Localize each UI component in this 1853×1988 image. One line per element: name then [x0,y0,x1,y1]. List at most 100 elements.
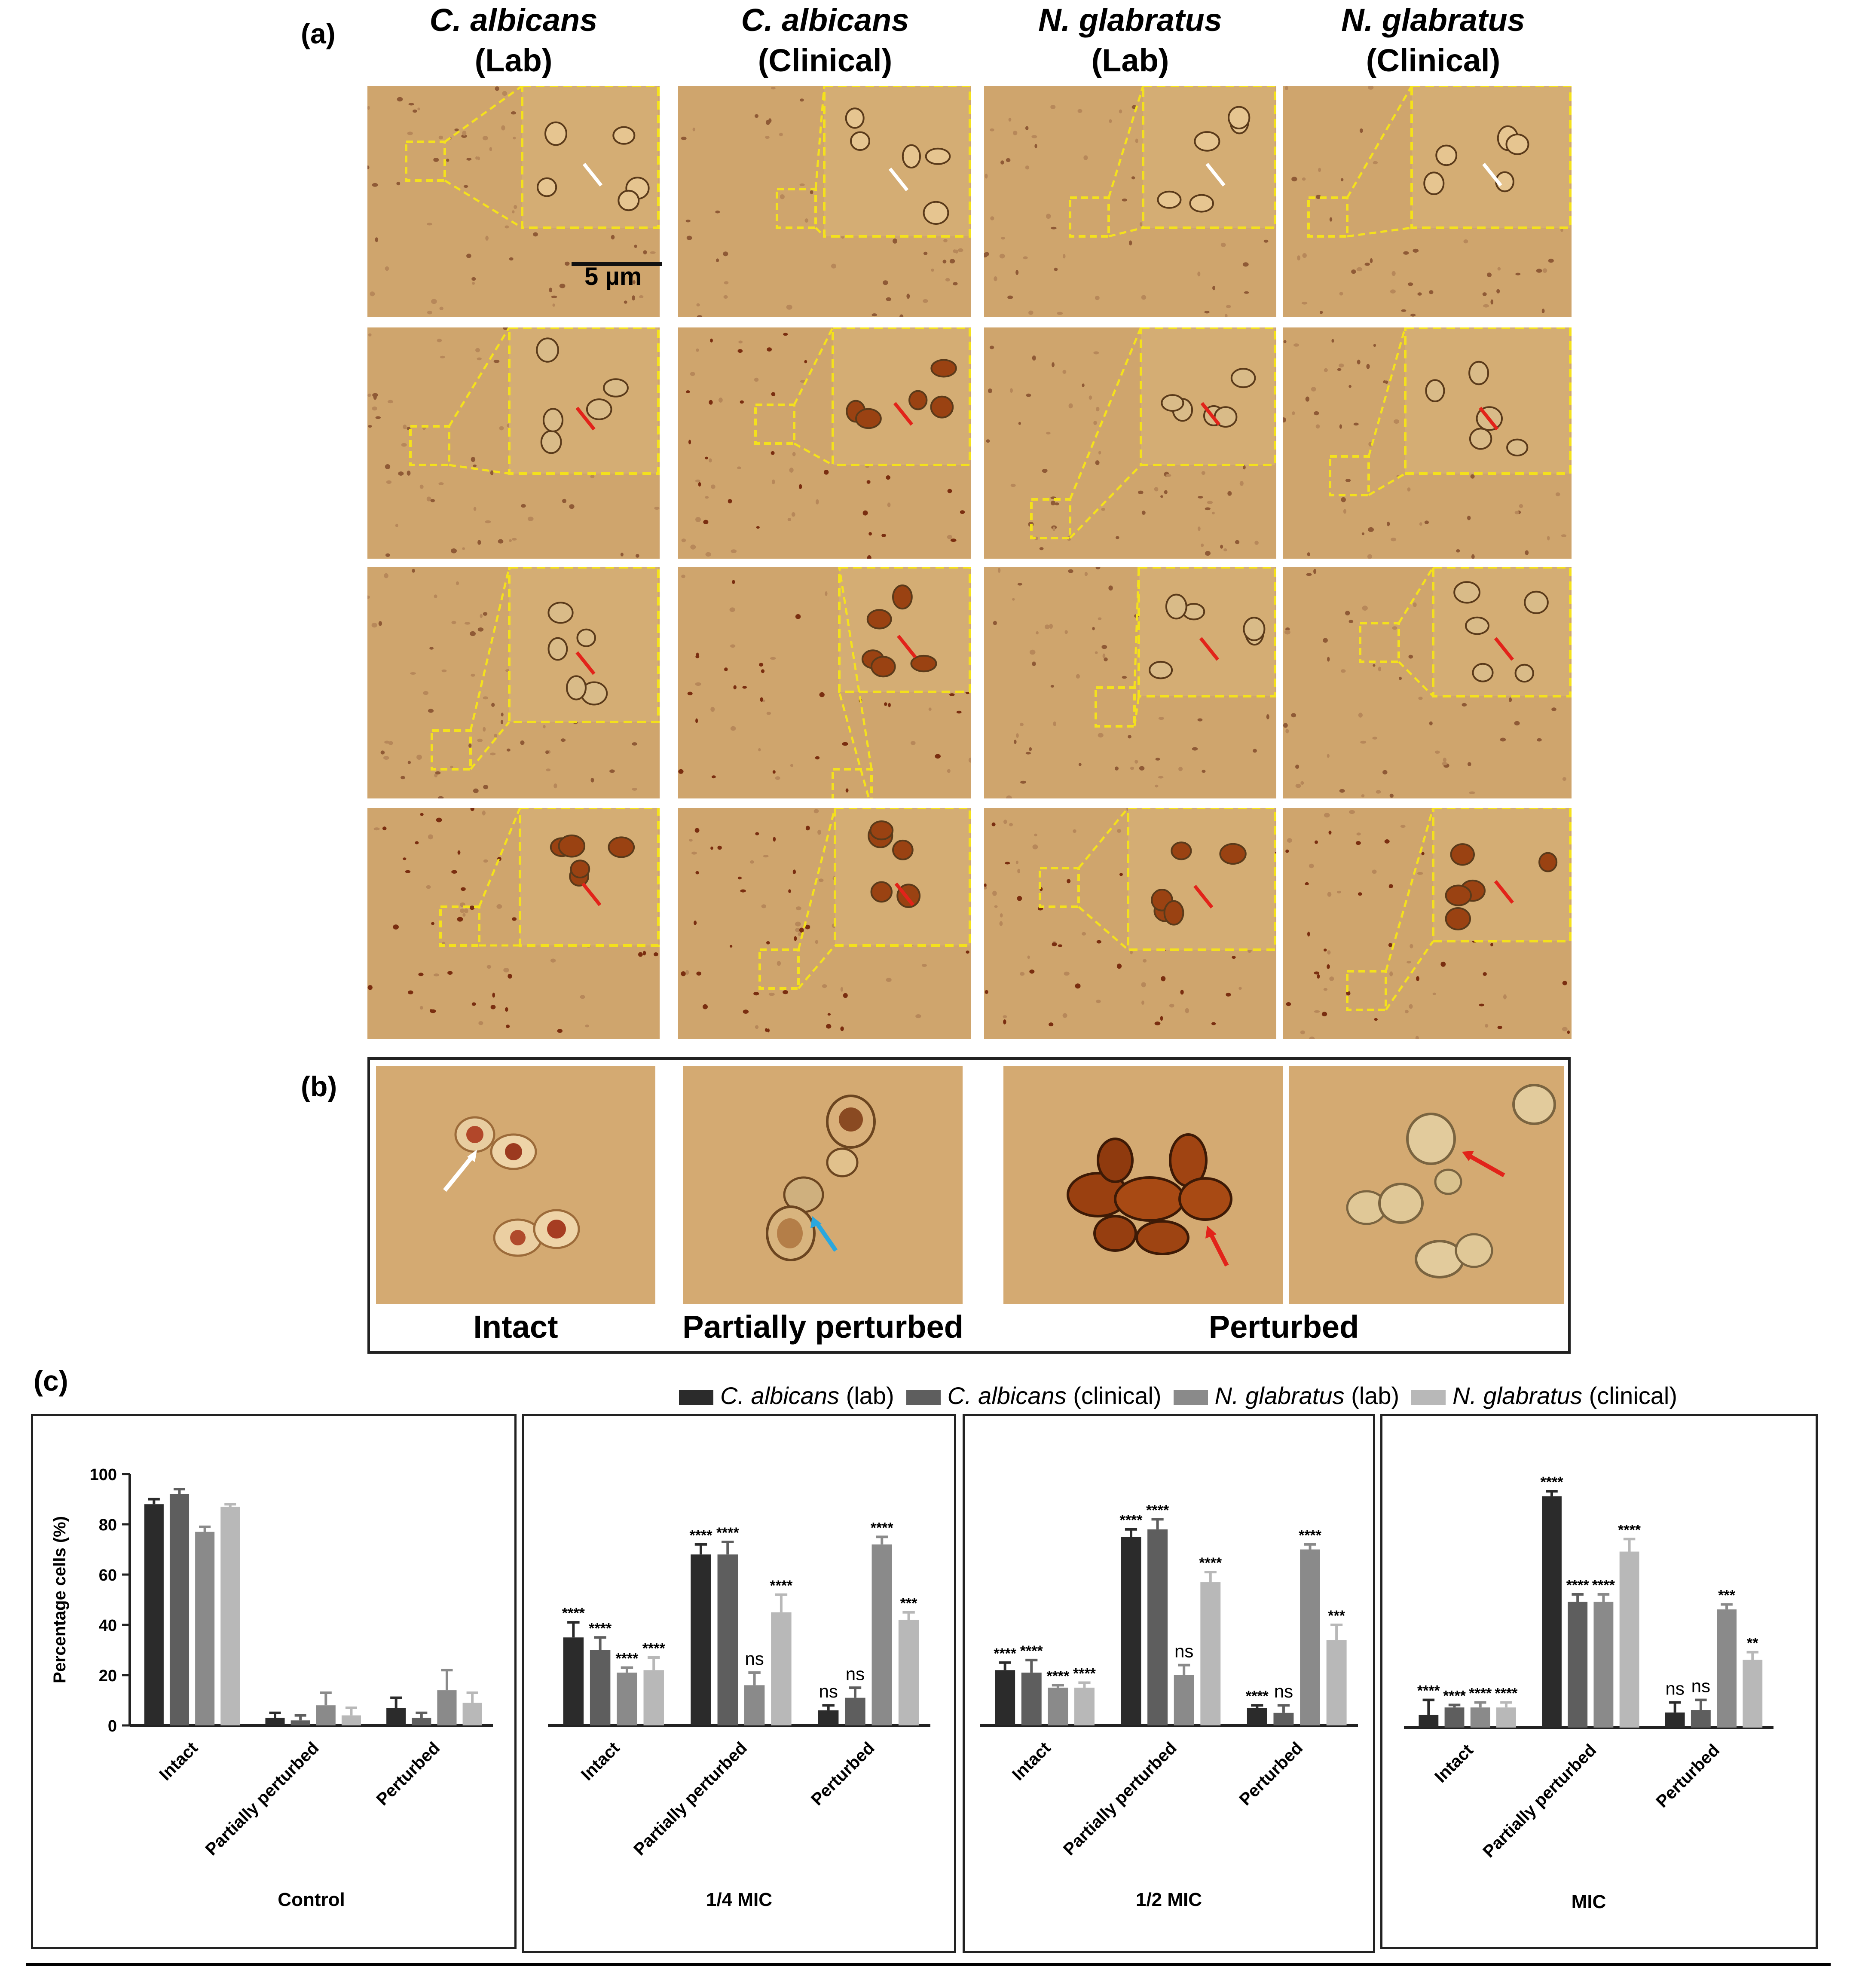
cell-dot [883,280,888,285]
cell-dot [985,174,988,179]
cell-dot [997,568,1001,573]
cell-dot [496,904,502,909]
cell-dot [681,136,687,141]
inset-cell [892,839,914,860]
micrograph-illustration [681,808,971,1033]
cell-dot [729,945,733,948]
cell-dot [428,709,434,713]
panel-b-label: (b) [301,1070,337,1102]
cell-dot [1051,226,1057,229]
significance-label: *** [900,1595,917,1612]
cell-dot [1185,1008,1189,1013]
bar [818,1710,839,1725]
cell-dot [501,713,504,717]
cell-dot [1525,550,1529,555]
cell-dot [1327,754,1330,758]
column-header-ca-clinical: C. albicans (Clinical) [679,0,971,81]
cell-dot [427,223,432,226]
cell-dot [506,748,511,752]
bar [643,1670,664,1725]
cell-dot [730,644,736,648]
cell-dot [483,859,488,863]
zoom-inset [832,327,971,466]
cell-dot [1368,527,1374,532]
cell-dot [1205,507,1211,511]
cell-dot [1470,474,1475,479]
bar [1074,1688,1095,1725]
cell-dot [824,470,829,475]
cell-dot [1034,833,1037,837]
cell-dot [1409,1004,1413,1009]
cell-dot [1485,1024,1489,1028]
bar [290,1720,310,1725]
cell-dot [783,990,789,994]
cell-dot [1324,813,1330,818]
cell-dot [482,810,486,816]
cell-dot [1052,362,1055,367]
cell-dot [1154,487,1159,492]
cell-dot [1357,359,1361,364]
cell-dot [1291,177,1297,182]
cell-dot [994,905,998,908]
cell-dot [1039,547,1044,551]
cell-dot [794,936,797,941]
inset-cell [566,675,587,700]
cell-dot [431,922,434,925]
cell-dot [817,829,821,835]
cell-dot [1050,105,1056,109]
cell-dot [611,235,615,240]
cell-dot [552,303,555,307]
cell-dot [639,295,644,298]
zoom-connector [793,327,834,406]
cell-dot [469,905,475,910]
cell-dot [1083,155,1088,160]
cell-dot [1407,960,1411,963]
cell-dot [1285,86,1288,90]
cell-dot [881,534,886,537]
inset-cell [1425,379,1445,402]
category-label: Partially perturbed [1060,1738,1180,1859]
cell-dot [770,657,776,660]
cell-dot [813,809,819,814]
cell-dot [740,889,746,893]
significance-label: **** [562,1605,585,1621]
panel-a-label: (a) [301,18,336,49]
cell-dot [385,553,390,557]
cell-dot [438,135,443,140]
cell-dot [1232,956,1236,959]
cell-dot [710,846,713,850]
cell-dot [1073,829,1076,833]
bar [744,1685,765,1725]
cell-dot [408,103,414,106]
cell-dot [373,395,377,400]
cell-dot [1283,723,1288,728]
chart-mic: **** **** **** **** Intact **** **** **** **** Pa… [1380,1414,1818,1949]
cell-dot [999,254,1005,259]
zoom-connector [1078,808,1129,869]
cell-dot [1141,1000,1144,1005]
micrograph-illustration [984,808,1276,1027]
zoom-connector [1347,226,1412,238]
cell-dot [710,707,715,712]
cell-dot [1469,791,1475,794]
micrograph-tile [984,327,1276,559]
cell-dot [1122,199,1128,202]
cell-dot [771,392,776,396]
cell-dot [1496,289,1500,294]
category-label: Perturbed [1652,1740,1723,1811]
cell-dot [1049,624,1053,629]
cell-dot [492,992,495,998]
cell-dot [690,544,696,550]
cell-dot [1197,718,1203,722]
cell-dot [1155,758,1160,761]
cell-dot [737,876,742,880]
cell-dot [1324,368,1328,372]
cell-dot [1096,407,1100,412]
category-label: Intact [578,1738,624,1784]
cell-dot [543,725,546,728]
cell-dot [372,406,377,411]
cell-dot [580,995,585,999]
cell-dot [1052,526,1055,532]
bottom-rule [26,1963,1831,1966]
cell-dot [968,758,971,763]
